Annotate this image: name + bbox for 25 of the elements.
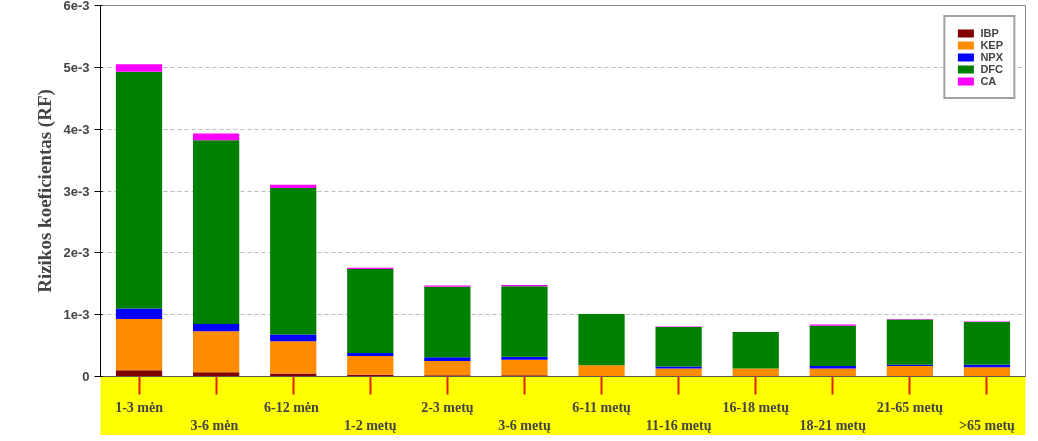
y-tick-label: 4e-3 — [63, 121, 90, 137]
x-tick-label: 18-21 metų — [799, 417, 867, 433]
x-tick-label: 6-12 mėn — [264, 399, 320, 415]
y-tick-label: 5e-3 — [63, 59, 90, 75]
y-tick-label: 2e-3 — [63, 245, 90, 261]
y-tick-label: 1e-3 — [63, 307, 90, 323]
y-axis-title: Rizikos koeficientas (RF) — [34, 89, 57, 293]
x-tick-label: 3-6 metų — [498, 417, 551, 433]
legend-label: NPX — [980, 51, 1003, 63]
x-tick-label: 2-3 metų — [421, 399, 474, 415]
y-tick-label: 6e-3 — [63, 0, 90, 13]
x-tick-label: 16-18 metų — [722, 399, 790, 415]
y-tick-label: 0 — [82, 369, 90, 384]
x-tick-label: 1-3 mėn — [115, 399, 164, 415]
legend-label: CA — [980, 75, 998, 87]
legend-label: IBP — [980, 27, 1000, 39]
x-tick-label: 6-11 metų — [572, 399, 632, 415]
x-tick-label: 3-6 mėn — [190, 417, 239, 433]
x-tick-label: >65 metų — [959, 417, 1016, 433]
y-tick-label: 3e-3 — [63, 183, 90, 199]
x-tick-label: 11-16 metų — [645, 417, 712, 433]
legend-label: KEP — [980, 39, 1003, 51]
x-tick-label: 21-65 metų — [876, 399, 944, 415]
x-tick-label: 1-2 metų — [344, 417, 397, 433]
legend-label: DFC — [980, 63, 1003, 75]
